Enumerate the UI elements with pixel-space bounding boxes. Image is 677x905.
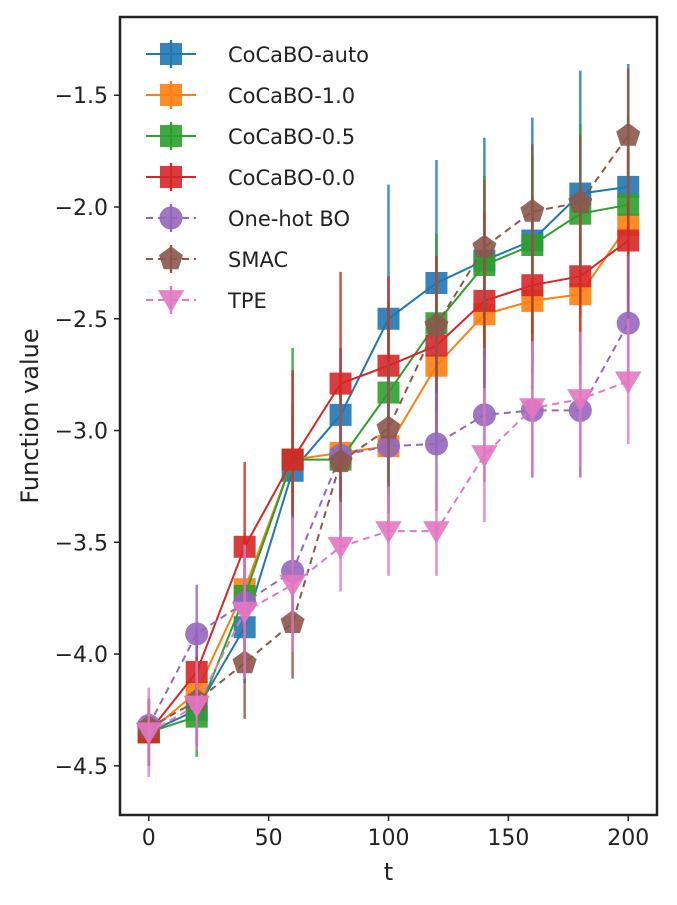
data-point xyxy=(423,521,450,544)
legend-marker xyxy=(159,206,183,230)
legend-marker xyxy=(160,125,182,147)
axis-ticks: 0 50 100 150 200 −4.5 −4.0 −3.5 −3.0 −2.5 −2.0 −1.5 xyxy=(55,84,650,851)
data-point xyxy=(135,722,162,745)
data-point xyxy=(521,274,544,297)
legend: CoCaBO-auto CoCaBO-1.0 CoCaBO-0.5 CoCaBO-0.… xyxy=(146,40,369,314)
legend-label: TPE xyxy=(227,289,267,313)
plot-area xyxy=(135,63,642,777)
data-point xyxy=(471,445,498,468)
y-tick-label: −2.5 xyxy=(55,308,108,333)
y-tick-label: −2.0 xyxy=(55,196,108,221)
data-point xyxy=(569,265,592,288)
y-tick-label: −4.0 xyxy=(55,643,108,668)
legend-label: CoCaBO-1.0 xyxy=(228,84,355,108)
series-layer xyxy=(135,63,642,777)
data-point xyxy=(279,574,306,598)
y-tick-label: −1.5 xyxy=(55,84,108,109)
legend-marker xyxy=(160,43,182,65)
legend-item: CoCaBO-0.5 xyxy=(146,122,355,150)
data-point xyxy=(568,189,593,213)
data-point xyxy=(617,229,640,252)
series-tpe xyxy=(135,318,642,777)
data-point xyxy=(281,448,304,471)
y-tick-label: −4.5 xyxy=(55,755,108,780)
data-point xyxy=(231,601,258,625)
data-point xyxy=(183,695,210,718)
legend-item: CoCaBO-0.0 xyxy=(146,163,355,191)
data-point xyxy=(328,449,353,473)
y-axis-label: Function value xyxy=(16,328,44,503)
legend-marker xyxy=(160,166,182,188)
legend-item: TPE xyxy=(146,286,267,314)
x-tick-label: 150 xyxy=(487,826,529,851)
legend-marker xyxy=(157,290,185,313)
data-point xyxy=(520,198,545,222)
legend-item: CoCaBO-auto xyxy=(146,40,369,68)
legend-label: One-hot BO xyxy=(228,207,350,231)
data-point xyxy=(185,622,209,646)
y-tick-label: −3.5 xyxy=(55,531,108,556)
data-point xyxy=(472,234,497,258)
x-tick-label: 0 xyxy=(142,826,156,851)
data-point xyxy=(424,312,449,336)
series-smac xyxy=(136,68,641,755)
legend-marker xyxy=(160,84,182,106)
data-point xyxy=(615,371,642,394)
legend-label: CoCaBO-0.5 xyxy=(228,125,355,149)
data-point xyxy=(327,536,354,560)
data-point xyxy=(424,432,448,456)
legend-item: SMAC xyxy=(146,245,288,273)
legend-label: CoCaBO-auto xyxy=(228,43,369,67)
data-point xyxy=(519,398,546,421)
data-point xyxy=(375,521,402,544)
data-point xyxy=(567,389,594,412)
x-tick-label: 100 xyxy=(368,826,410,851)
legend-label: CoCaBO-0.0 xyxy=(228,166,355,190)
legend-label: SMAC xyxy=(228,248,288,272)
x-tick-label: 200 xyxy=(607,826,649,851)
data-point xyxy=(376,415,401,439)
data-point xyxy=(329,372,352,395)
x-tick-label: 50 xyxy=(255,826,283,851)
y-tick-label: −3.0 xyxy=(55,420,108,445)
x-axis-label: t xyxy=(384,858,393,886)
legend-item: One-hot BO xyxy=(146,204,350,232)
data-point xyxy=(616,122,641,146)
legend-item: CoCaBO-1.0 xyxy=(146,81,355,109)
series-line xyxy=(148,134,630,729)
legend-marker xyxy=(159,246,183,270)
